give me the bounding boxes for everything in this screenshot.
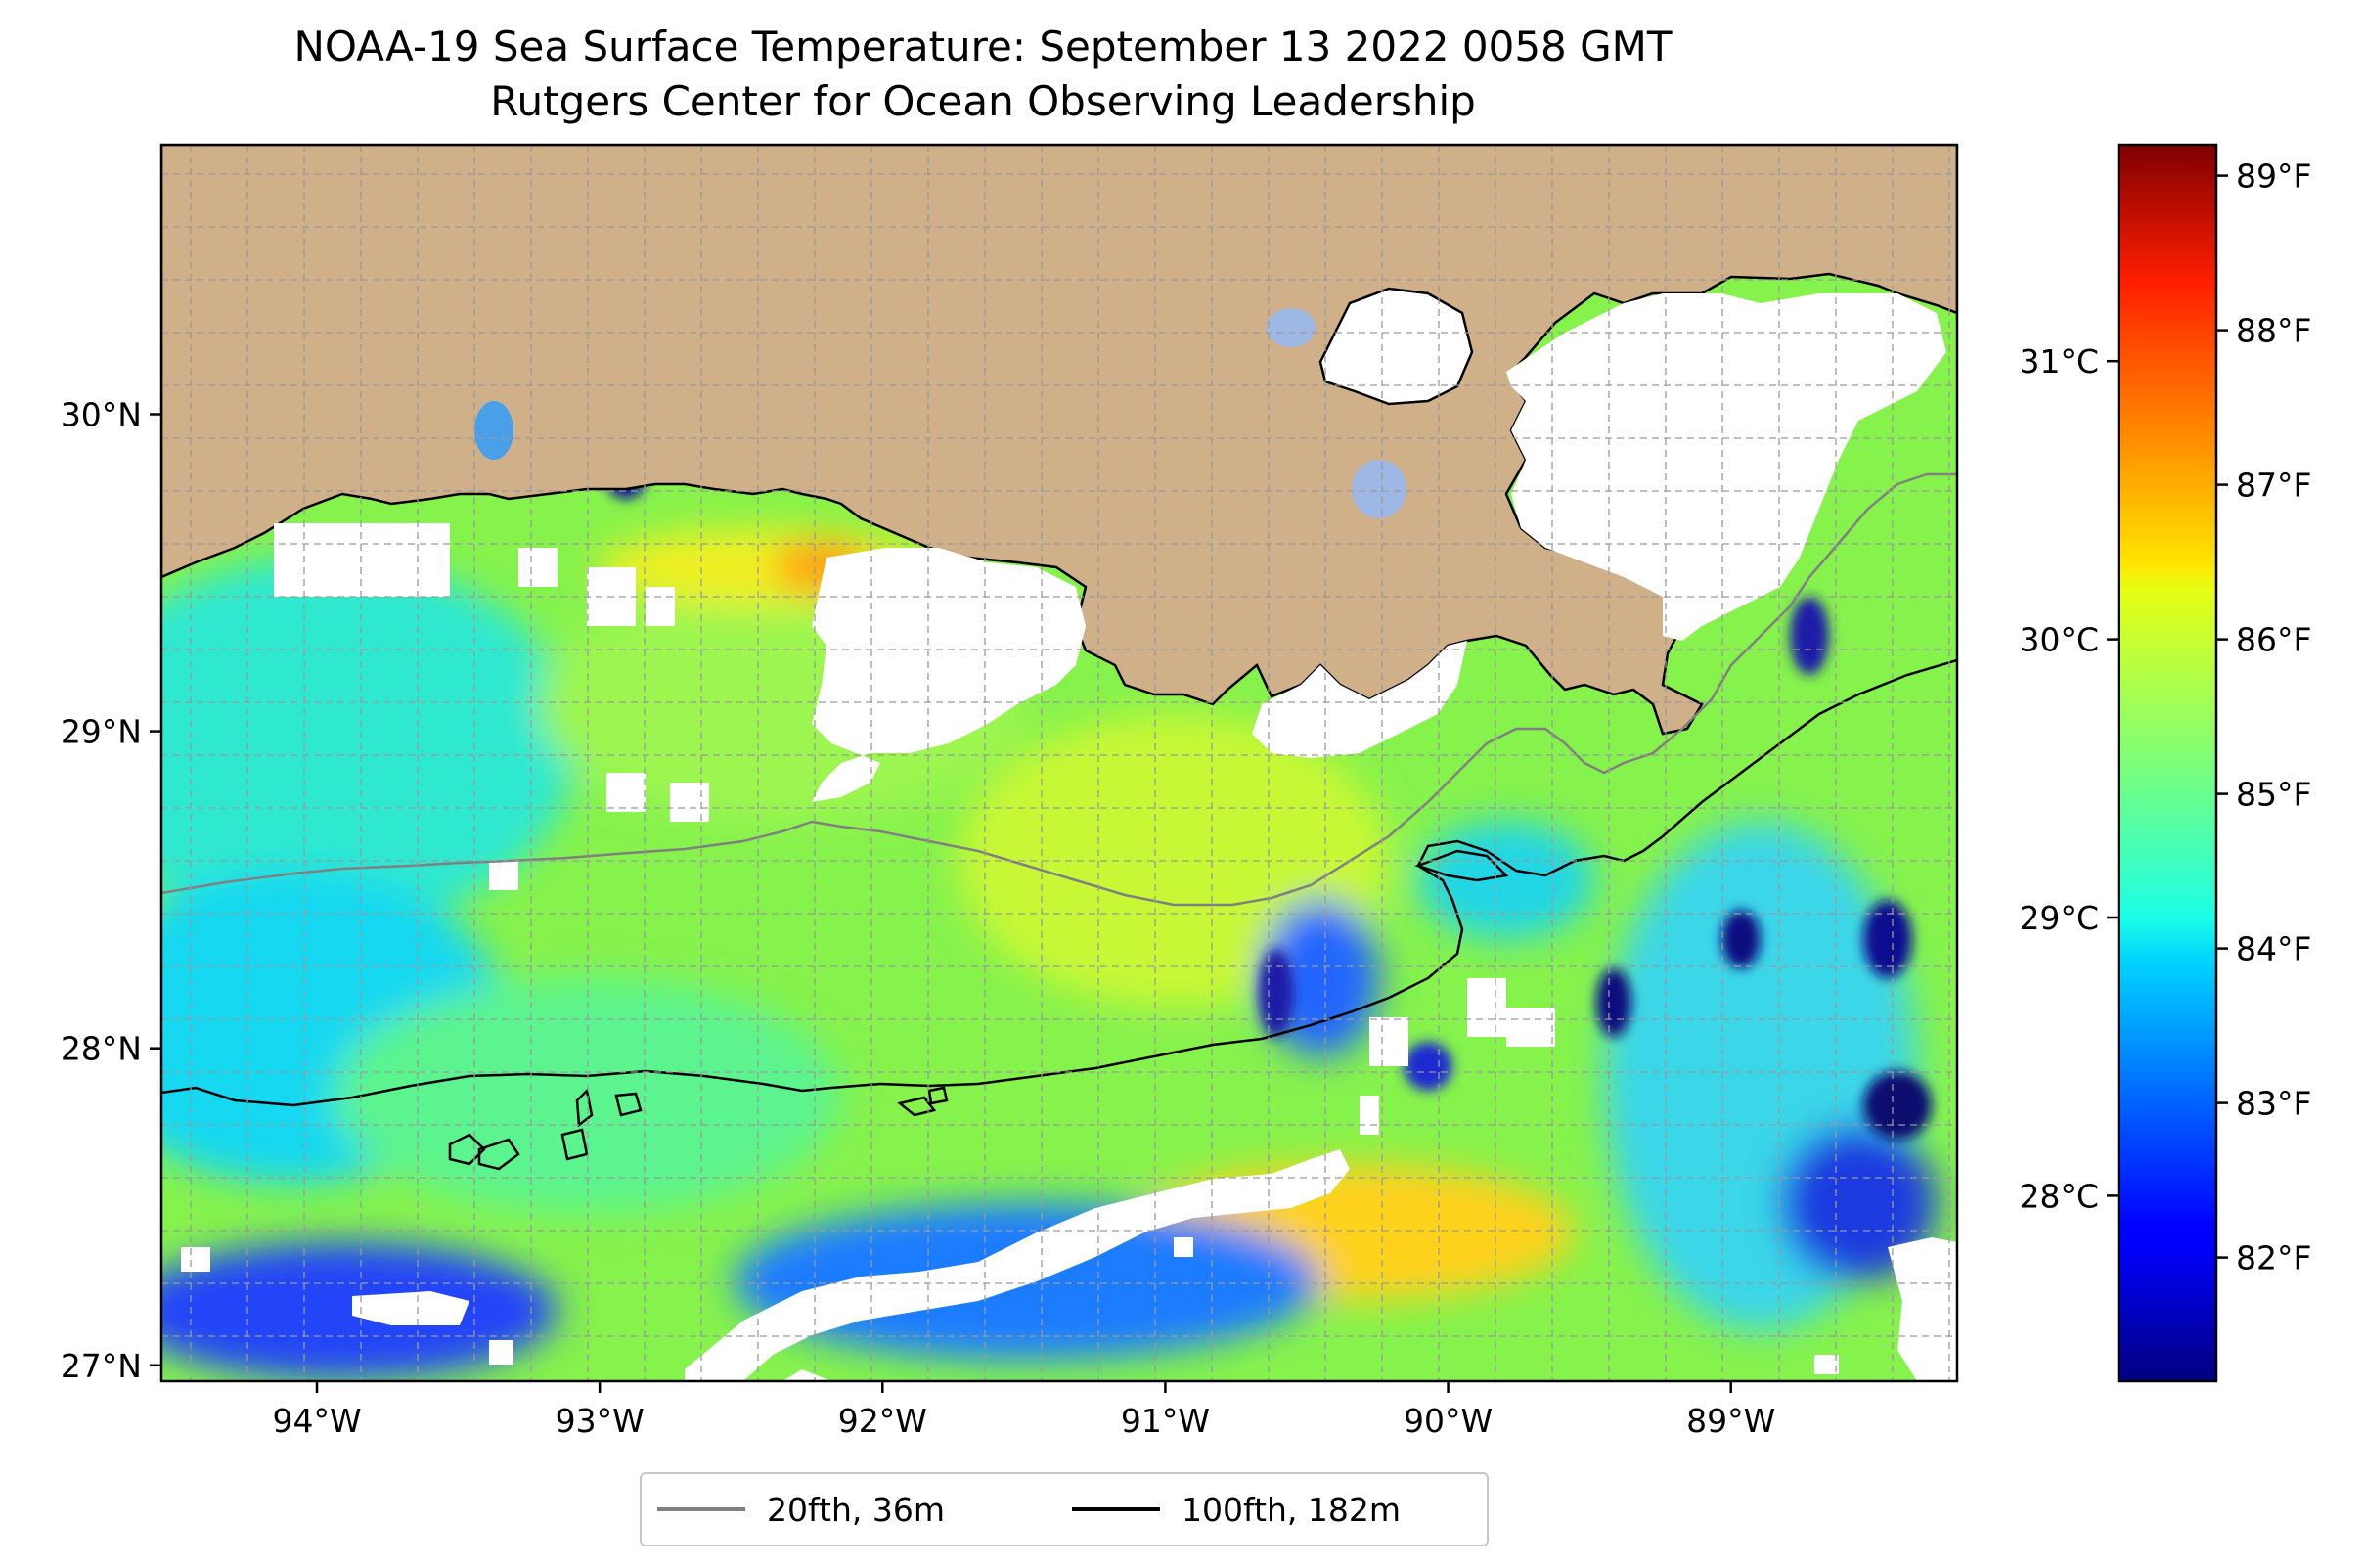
x-tick-label: 94°W — [272, 1402, 361, 1440]
map-title: NOAA-19 Sea Surface Temperature: Septemb… — [293, 22, 1673, 70]
lake-inland — [1352, 460, 1406, 518]
sst-map-panel — [161, 145, 1957, 1381]
lat-lon-gridlines — [161, 145, 1957, 1381]
y-tick-label: 29°N — [61, 713, 142, 751]
x-axis: 94°W 93°W 92°W 91°W 90°W 89°W — [272, 1381, 1775, 1440]
legend-item-100fth: 100fth, 182m — [1072, 1488, 1401, 1531]
contour-100fth — [161, 658, 1957, 1107]
x-tick-label: 91°W — [1121, 1402, 1210, 1440]
colorbar-gradient — [2117, 143, 2218, 1383]
colorbar-celsius-axis: 28°C 29°C 30°C 31°C — [2019, 342, 2119, 1215]
lake-maurepas — [1267, 308, 1316, 347]
contour-20fth — [161, 472, 1957, 907]
colorbar-c-tick-label: 28°C — [2019, 1177, 2099, 1215]
colorbar-fahrenheit-axis: 82°F 83°F 84°F 85°F 86°F 87°F 88°F 89°F — [2216, 157, 2311, 1277]
legend-label-100fth: 100fth, 182m — [1182, 1490, 1401, 1529]
legend-item-20fth: 20fth, 36m — [657, 1488, 945, 1531]
colorbar-f-tick-label: 89°F — [2236, 157, 2311, 196]
colorbar-c-tick-label: 30°C — [2019, 621, 2099, 659]
map-frame — [159, 143, 1959, 1383]
x-tick-label: 89°W — [1686, 1402, 1775, 1440]
y-tick-label: 27°N — [61, 1347, 142, 1385]
colorbar-f-tick-label: 83°F — [2236, 1085, 2311, 1123]
x-tick-label: 93°W — [556, 1402, 645, 1440]
cold-patches — [606, 460, 1932, 1140]
x-tick-label: 90°W — [1404, 1402, 1493, 1440]
contour-legend: 20fth, 36m 100fth, 182m — [640, 1472, 1489, 1546]
colorbar-f-tick-label: 82°F — [2236, 1239, 2311, 1277]
lake-inland-west — [474, 401, 513, 460]
colorbar-f-tick-label: 85°F — [2236, 776, 2311, 814]
legend-swatch-20fth — [657, 1507, 745, 1511]
y-tick-label: 30°N — [61, 395, 142, 433]
colorbar-f-tick-label: 84°F — [2236, 930, 2311, 968]
y-axis: 30°N 29°N 28°N 27°N — [61, 395, 161, 1385]
colorbar-f-tick-label: 86°F — [2236, 621, 2311, 659]
y-tick-label: 28°N — [61, 1030, 142, 1068]
colorbar-f-tick-label: 88°F — [2236, 312, 2311, 350]
colorbar-c-tick-label: 31°C — [2019, 342, 2099, 381]
contour-100fth-banks — [448, 849, 1509, 1171]
legend-swatch-100fth — [1072, 1507, 1160, 1511]
map-subtitle: Rutgers Center for Ocean Observing Leade… — [490, 77, 1476, 125]
colorbar-f-tick-label: 87°F — [2236, 467, 2311, 505]
colorbar-c-tick-label: 29°C — [2019, 899, 2099, 937]
x-tick-label: 92°W — [838, 1402, 927, 1440]
legend-label-20fth: 20fth, 36m — [767, 1490, 945, 1529]
